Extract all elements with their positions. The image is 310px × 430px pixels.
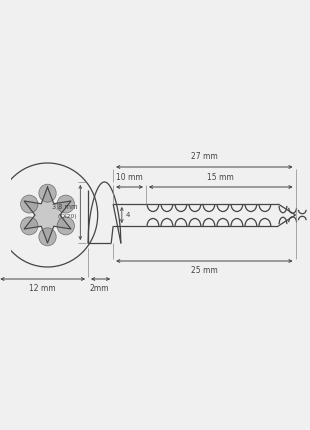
Text: 25 mm: 25 mm <box>191 266 218 275</box>
Text: 2mm: 2mm <box>90 284 109 293</box>
Text: 27 mm: 27 mm <box>191 152 218 161</box>
Text: 4: 4 <box>126 212 130 218</box>
Text: 12 mm: 12 mm <box>29 284 56 293</box>
Text: (TX20): (TX20) <box>58 214 78 219</box>
Circle shape <box>39 228 56 246</box>
Text: 3,8 mm: 3,8 mm <box>52 205 78 211</box>
Circle shape <box>57 217 74 235</box>
Circle shape <box>39 184 56 202</box>
Text: 10 mm: 10 mm <box>116 173 143 182</box>
Circle shape <box>20 195 38 213</box>
Circle shape <box>57 195 74 213</box>
Text: 15 mm: 15 mm <box>207 173 234 182</box>
Polygon shape <box>24 187 71 243</box>
Circle shape <box>20 217 38 235</box>
